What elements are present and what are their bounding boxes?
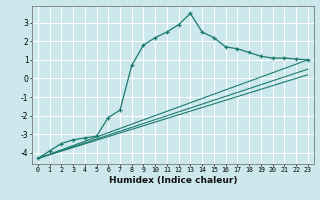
X-axis label: Humidex (Indice chaleur): Humidex (Indice chaleur) bbox=[108, 176, 237, 185]
